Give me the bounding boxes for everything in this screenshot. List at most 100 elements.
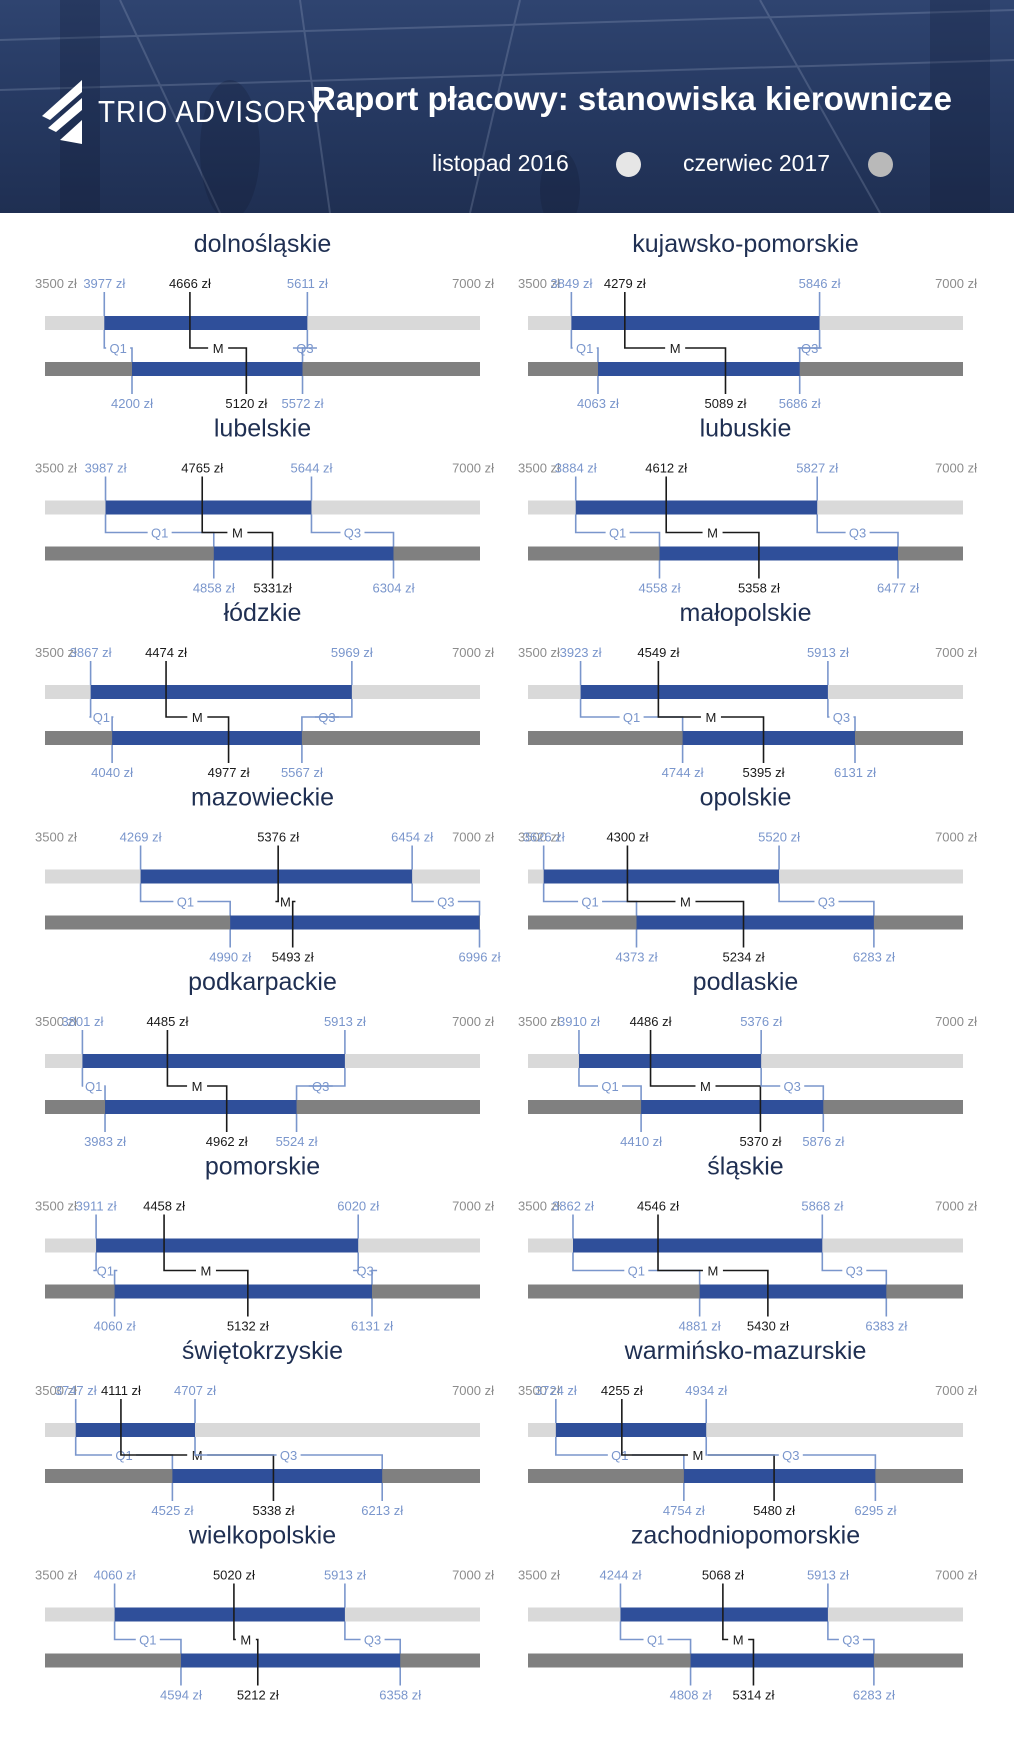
axis-max-label: 7000 zł <box>452 461 494 476</box>
q3-2016-label: 5376 zł <box>740 1014 782 1029</box>
q1-connector-2016 <box>74 1437 113 1456</box>
q1-connector-2016 <box>81 1068 84 1087</box>
q3-connector-2016 <box>194 1437 277 1456</box>
iqr-bar-2016 <box>105 500 312 515</box>
q1-2016-label: 3977 zł <box>83 276 125 291</box>
region-title: zachodniopomorskie <box>631 1522 860 1550</box>
q1-marker: Q1 <box>151 526 168 541</box>
q1-connector-2016 <box>139 883 174 903</box>
axis-max-label: 7000 zł <box>452 1568 494 1583</box>
region-title: lubelskie <box>214 415 311 443</box>
median-2016-label: 4612 zł <box>645 461 687 476</box>
axis-max-label: 7000 zł <box>935 1383 977 1398</box>
q1-connector-2017 <box>197 900 231 916</box>
legend-dot-2017 <box>868 152 893 177</box>
q3-2017-label: 6283 zł <box>853 950 895 965</box>
axis-max-label: 7000 zł <box>452 830 494 845</box>
q3-connector-2016 <box>760 1068 781 1087</box>
q1-connector-2017 <box>622 1085 642 1100</box>
median-connector-2016 <box>665 476 703 534</box>
median-marker: M <box>680 895 691 910</box>
iqr-bar-2016 <box>96 1238 359 1253</box>
iqr-bar-2016 <box>580 685 828 699</box>
q3-2017-label: 6213 zł <box>361 1503 403 1518</box>
q1-2017-label: 4063 zł <box>577 396 619 411</box>
median-connector-2017 <box>207 716 230 763</box>
q1-2016-label: 3910 zł <box>558 1014 600 1029</box>
q1-2017-label: 4040 zł <box>91 765 133 780</box>
axis-max-label: 7000 zł <box>935 276 977 291</box>
q1-marker: Q1 <box>93 710 110 725</box>
q3-2016-label: 6020 zł <box>337 1199 379 1214</box>
iqr-bar-2017 <box>230 915 480 930</box>
axis-max-label: 7000 zł <box>935 645 977 660</box>
q1-2016-label: 3747 zł <box>55 1383 97 1398</box>
q1-marker: Q1 <box>628 1264 645 1279</box>
legend-dot-2016 <box>616 152 641 177</box>
axis-min-label: 3500 zł <box>35 461 77 476</box>
median-2017-label: 4962 zł <box>206 1134 248 1149</box>
q1-2017-label: 4373 zł <box>616 950 658 965</box>
region-title: dolnośląskie <box>194 230 332 258</box>
median-connector-2016 <box>275 845 279 903</box>
iqr-bar-2017 <box>180 1653 401 1668</box>
q1-connector-2016 <box>619 1621 644 1641</box>
median-2016-label: 4486 zł <box>630 1014 672 1029</box>
q3-2016-label: 5868 zł <box>801 1199 843 1214</box>
median-2016-label: 4474 zł <box>145 645 187 660</box>
q1-connector-2016 <box>578 1068 599 1087</box>
region-title: łódzkie <box>224 599 302 627</box>
q1-2016-label: 4060 zł <box>94 1568 136 1583</box>
q3-connector-2017 <box>301 716 339 731</box>
q3-connector-2017 <box>869 531 899 547</box>
q3-connector-2016 <box>310 514 341 534</box>
iqr-bar-2016 <box>90 685 352 699</box>
q1-connector-2016 <box>104 514 148 534</box>
median-marker: M <box>201 1264 212 1279</box>
median-2017-label: 5132 zł <box>227 1319 269 1334</box>
median-2017-label: 5430 zł <box>747 1319 789 1334</box>
median-2017-label: 5395 zł <box>743 765 785 780</box>
region-title: pomorskie <box>205 1153 320 1181</box>
q3-connector-2017 <box>300 1454 383 1469</box>
median-connector-2016 <box>621 1399 688 1456</box>
legend-period-2017: czerwiec 2017 <box>683 150 831 176</box>
iqr-bar-2017 <box>172 1469 383 1483</box>
q1-marker: Q1 <box>623 710 640 725</box>
q1-marker: Q1 <box>581 895 598 910</box>
median-connector-2016 <box>649 1030 696 1087</box>
legend-period-2016: listopad 2016 <box>432 150 569 176</box>
logo-text: TRIO ADVISORY <box>98 94 327 129</box>
median-2017-label: 5493 zł <box>272 950 314 965</box>
q3-2017-label: 5524 zł <box>276 1134 318 1149</box>
q3-2016-label: 5913 zł <box>807 1568 849 1583</box>
q3-connector-2016 <box>821 1252 843 1272</box>
q3-2017-label: 6477 zł <box>877 581 919 596</box>
q1-connector-2017 <box>629 531 661 547</box>
q1-2016-label: 3911 zł <box>76 1199 117 1214</box>
iqr-bar-2017 <box>682 731 855 745</box>
iqr-bar-2017 <box>699 1284 887 1299</box>
median-marker: M <box>700 1079 711 1094</box>
median-2016-label: 4300 zł <box>606 830 648 845</box>
q3-2017-label: 6283 zł <box>853 1688 895 1703</box>
q3-connector-2016 <box>827 699 830 718</box>
axis-max-label: 7000 zł <box>452 1014 494 1029</box>
q1-marker: Q1 <box>576 341 593 356</box>
median-marker: M <box>707 526 718 541</box>
iqr-bar-2017 <box>659 546 898 561</box>
q1-2016-label: 3801 zł <box>61 1014 103 1029</box>
axis-min-label: 3500 zł <box>518 830 560 845</box>
q3-connector-2016 <box>778 883 815 903</box>
median-2017-label: 4977 zł <box>208 765 250 780</box>
q1-2016-label: 3724 zł <box>535 1383 577 1398</box>
iqr-bar-2016 <box>578 1054 762 1068</box>
q3-connector-2017 <box>862 1638 875 1654</box>
median-connector-2017 <box>685 347 727 394</box>
median-connector-2016 <box>657 1214 703 1272</box>
median-2016-label: 4549 zł <box>637 645 679 660</box>
axis-max-label: 7000 zł <box>935 1014 977 1029</box>
q3-connector-2017 <box>838 900 875 916</box>
median-connector-2017 <box>720 716 765 763</box>
